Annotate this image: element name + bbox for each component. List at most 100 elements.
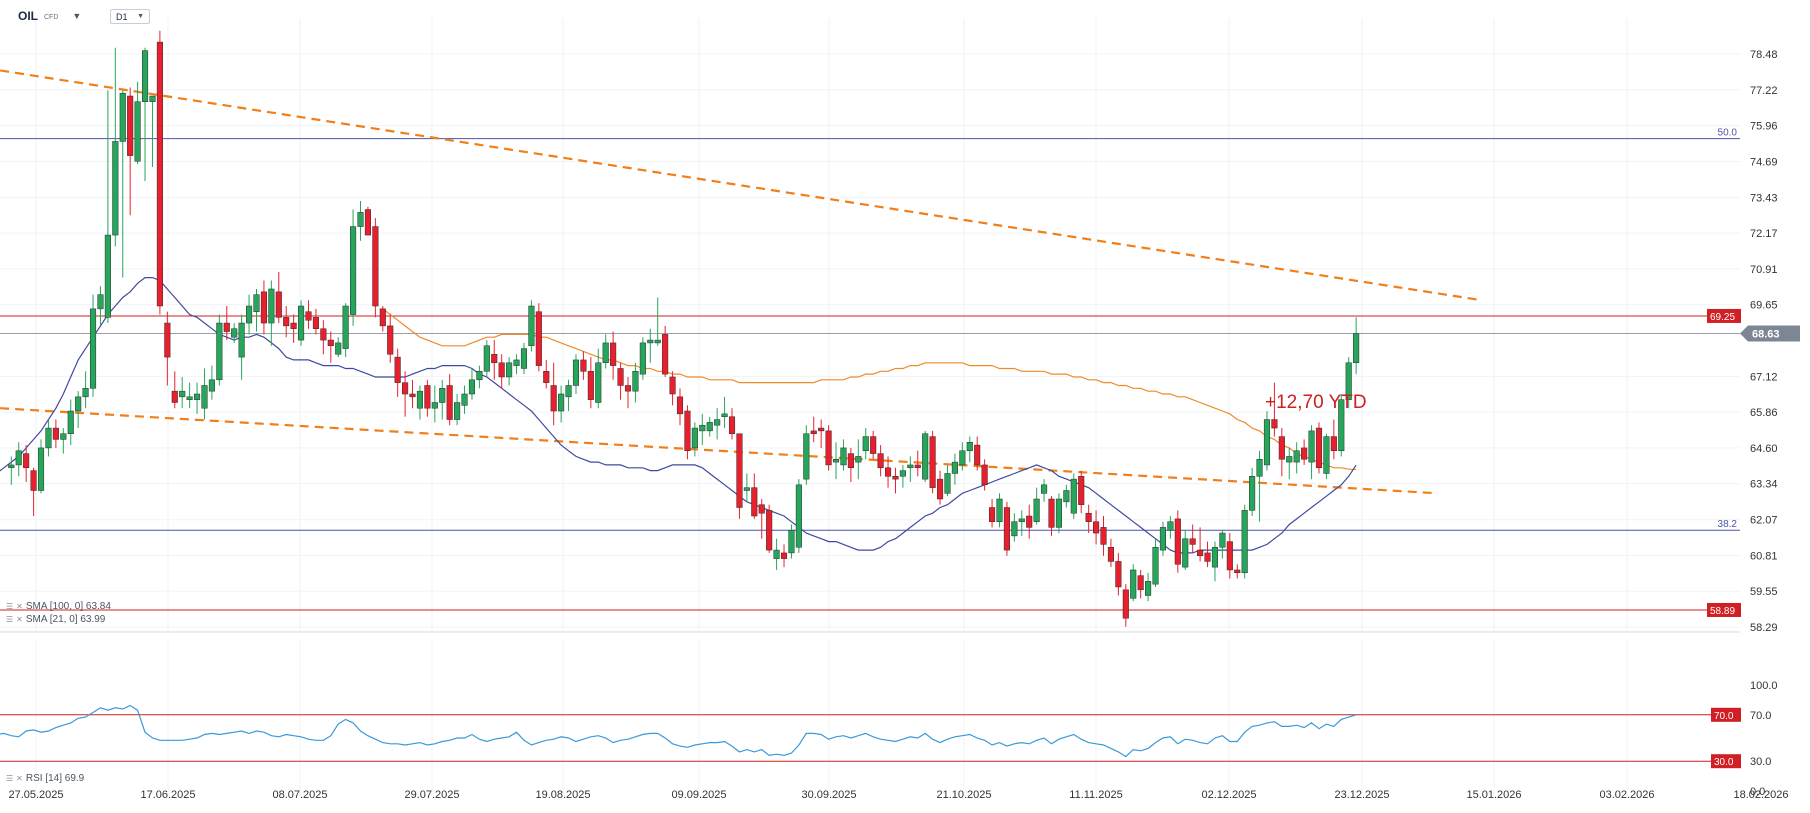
- time-axis[interactable]: 27.05.2025 17.06.2025 08.07.2025 29.07.2025…: [8, 789, 1788, 801]
- candle-body-bull: [520, 348, 528, 369]
- candle: [186, 382, 193, 409]
- legend-sma21[interactable]: ☰ ✕ SMA [21, 0] 63.99: [6, 614, 105, 625]
- timeframe-select[interactable]: D1 ▼: [110, 9, 150, 24]
- candle: [1130, 564, 1137, 602]
- candle: [728, 408, 736, 440]
- candle: [1041, 479, 1048, 502]
- list-icon[interactable]: ☰: [6, 774, 14, 783]
- grid: [0, 18, 1740, 796]
- candle: [1301, 439, 1308, 465]
- candle: [1189, 524, 1196, 553]
- candle-body-bull: [743, 487, 750, 491]
- close-icon[interactable]: ✕: [16, 615, 23, 624]
- chevron-down-icon[interactable]: ▼: [72, 11, 82, 21]
- candle-body-bear: [617, 368, 624, 386]
- candle: [825, 425, 832, 471]
- legend-rsi[interactable]: ☰ ✕ RSI [14] 69.9: [6, 773, 84, 784]
- candle: [535, 303, 542, 372]
- candle: [238, 314, 245, 380]
- candle: [662, 325, 669, 377]
- candle: [335, 337, 342, 358]
- candle-body-bear: [1189, 538, 1196, 545]
- candle: [127, 87, 134, 216]
- symbol-header[interactable]: OIL CFD ▼: [18, 9, 81, 23]
- price-axis[interactable]: 78.48 77.22 75.96 74.69 73.43 72.17 70.91 69.65…: [1750, 49, 1778, 634]
- candle-body-bull: [832, 459, 840, 463]
- candle: [981, 459, 988, 491]
- candle: [1033, 487, 1040, 525]
- last-price-tag-bg: [1740, 325, 1800, 342]
- candle-body-bull: [1241, 510, 1248, 574]
- legend-sma100[interactable]: ☰ ✕ SMA [100, 0] 63.84: [6, 601, 111, 612]
- candle-body-bull: [75, 396, 82, 412]
- candle-body-bear: [402, 382, 409, 395]
- candle: [1197, 527, 1204, 562]
- symbol-name[interactable]: OIL: [18, 9, 38, 23]
- price-tick-label: 63.34: [1750, 479, 1778, 491]
- ytd-annotation: +12,70 YTD: [1265, 392, 1367, 413]
- candle: [1011, 513, 1018, 542]
- candle: [1323, 433, 1330, 480]
- candle: [1234, 564, 1241, 579]
- time-tick-label: 11.11.2025: [1069, 789, 1122, 801]
- candle-body-bull: [483, 345, 490, 372]
- list-icon[interactable]: ☰: [6, 615, 14, 624]
- candle-body-bull: [194, 393, 201, 400]
- candle: [580, 351, 587, 380]
- support-tag: 58.89: [1707, 602, 1741, 617]
- candle: [1137, 569, 1144, 599]
- candle: [201, 368, 208, 420]
- candle-body-bear: [818, 427, 825, 432]
- support-tag-bg: [1707, 602, 1741, 617]
- trend-line[interactable]: [0, 69, 1483, 302]
- candle-body-bear: [1048, 498, 1055, 528]
- list-icon[interactable]: ☰: [6, 602, 14, 611]
- candle-body-bear: [372, 226, 379, 307]
- candle: [1182, 530, 1189, 570]
- candle: [1293, 442, 1300, 474]
- candle-body-bear: [127, 95, 134, 156]
- candle: [699, 413, 706, 446]
- sma21-layer: [0, 277, 1357, 554]
- candle-body-bull: [795, 484, 802, 548]
- candle: [907, 456, 914, 482]
- candle: [1226, 533, 1233, 579]
- price-tick-label: 62.07: [1750, 515, 1778, 527]
- close-icon[interactable]: ✕: [16, 602, 23, 611]
- close-icon[interactable]: ✕: [16, 774, 23, 783]
- candle: [446, 374, 453, 426]
- rsi-tick-label: 0.0: [1750, 786, 1765, 798]
- candle: [617, 362, 624, 400]
- candle: [610, 331, 617, 380]
- candle-body-bull: [1063, 490, 1070, 503]
- candle-body-bull: [1070, 478, 1077, 514]
- candle: [1018, 510, 1025, 536]
- candle-body-bull: [1055, 498, 1062, 528]
- candle-body-bear: [624, 385, 632, 392]
- candle: [1174, 510, 1181, 573]
- legend-sma100-label: SMA [100, 0] 63.84: [25, 601, 111, 612]
- candle: [1286, 447, 1293, 480]
- legend-rsi-label: RSI [14] 69.9: [25, 773, 85, 784]
- candle-body-bull: [141, 50, 149, 102]
- sma100-line: [382, 308, 1357, 471]
- candle: [639, 337, 646, 380]
- price-tick-label: 60.81: [1750, 550, 1778, 562]
- candle-body-bear: [409, 393, 416, 398]
- time-tick-label: 27.05.2025: [8, 789, 63, 801]
- candle-body-bear: [1271, 419, 1278, 429]
- candle: [246, 294, 253, 335]
- candle: [862, 428, 869, 460]
- candle: [305, 300, 312, 329]
- candle: [751, 473, 758, 519]
- candle-body-bull: [454, 402, 461, 420]
- candle: [1055, 493, 1062, 534]
- candle-body-bull: [1182, 538, 1189, 568]
- candle-body-bear: [1078, 476, 1085, 505]
- trend-lines[interactable]: [0, 69, 1483, 495]
- candle: [684, 405, 691, 460]
- candle-body-bull: [944, 473, 951, 494]
- trend-line[interactable]: [0, 407, 1438, 495]
- candle: [45, 419, 52, 457]
